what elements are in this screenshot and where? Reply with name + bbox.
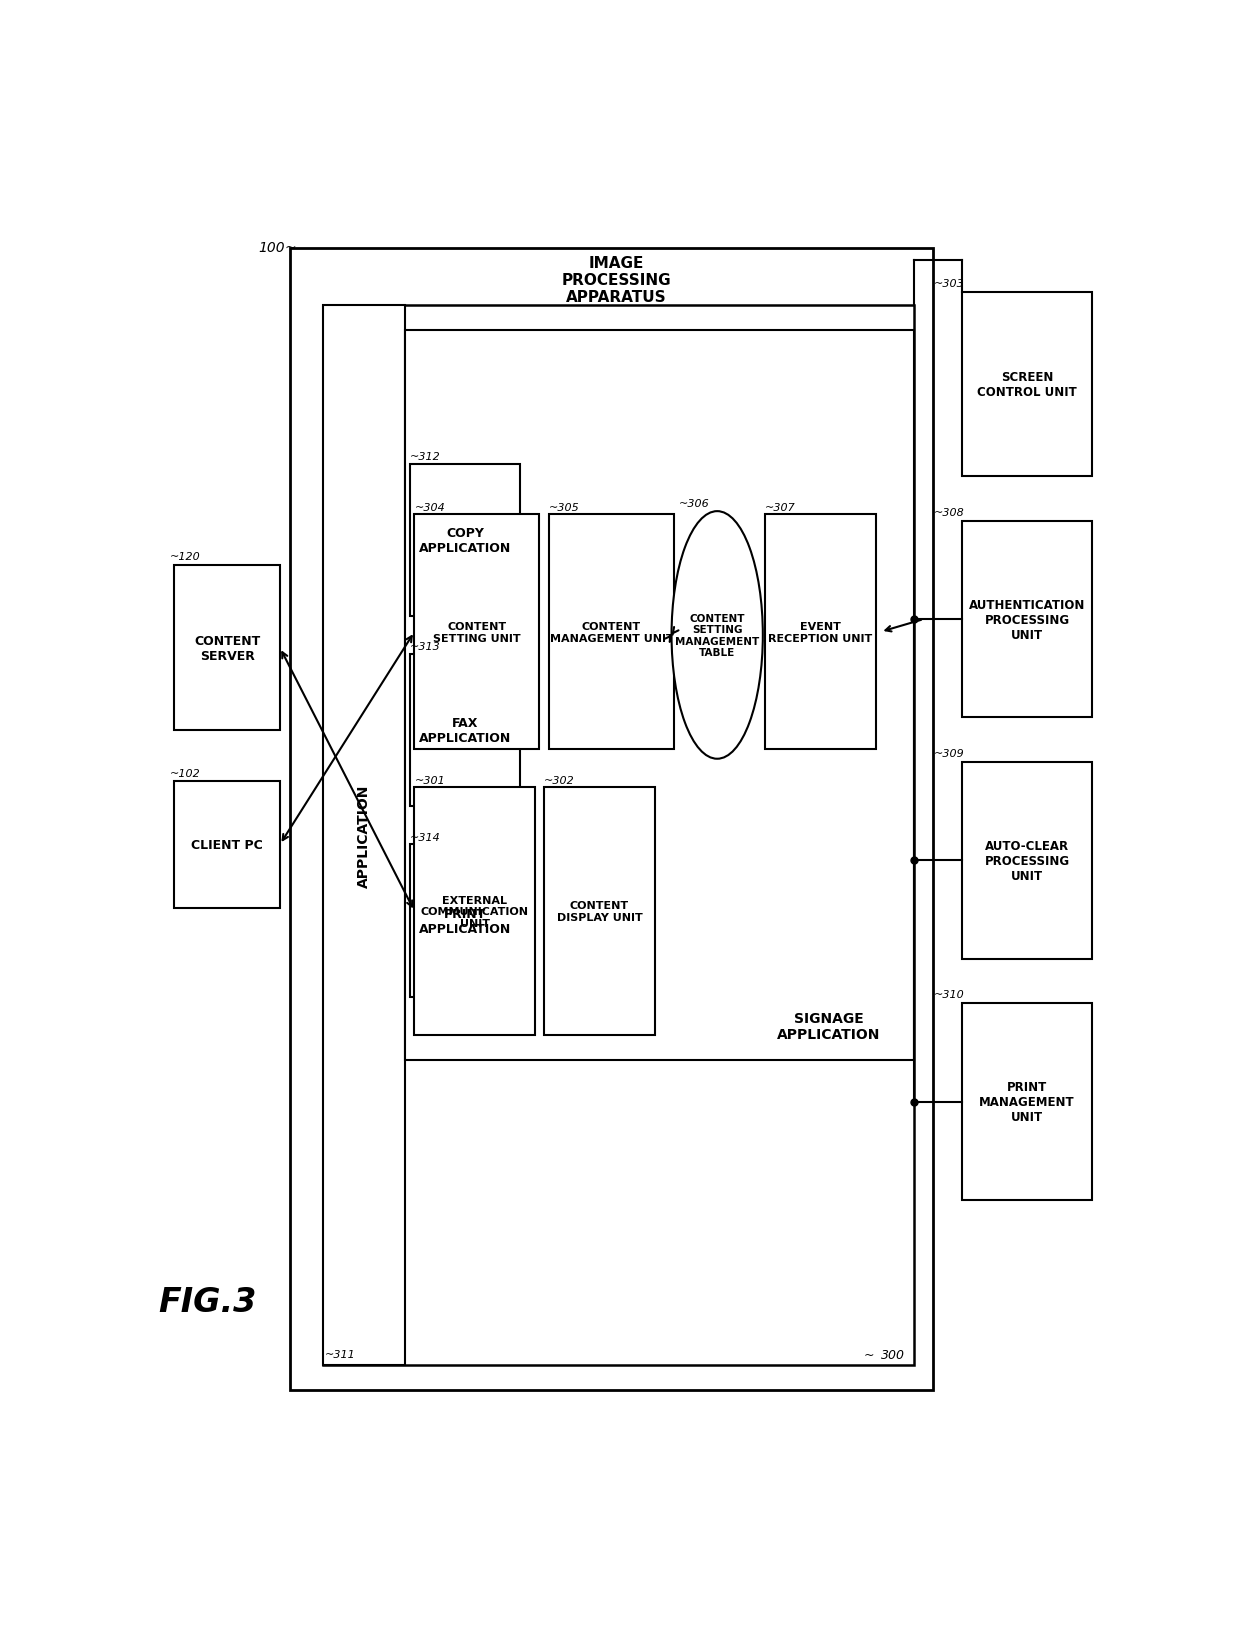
Text: ~120: ~120 bbox=[170, 552, 200, 562]
Text: AUTO-CLEAR
PROCESSING
UNIT: AUTO-CLEAR PROCESSING UNIT bbox=[985, 839, 1070, 882]
Text: ~304: ~304 bbox=[414, 503, 445, 513]
FancyBboxPatch shape bbox=[409, 465, 521, 616]
Text: ~311: ~311 bbox=[325, 1348, 356, 1360]
FancyBboxPatch shape bbox=[174, 565, 280, 730]
FancyBboxPatch shape bbox=[962, 763, 1092, 959]
Text: CONTENT
SERVER: CONTENT SERVER bbox=[193, 634, 260, 662]
Text: AUTHENTICATION
PROCESSING
UNIT: AUTHENTICATION PROCESSING UNIT bbox=[968, 598, 1085, 641]
Text: ~305: ~305 bbox=[549, 503, 580, 513]
Text: ~310: ~310 bbox=[934, 990, 965, 1000]
FancyBboxPatch shape bbox=[962, 293, 1092, 476]
Text: CLIENT PC: CLIENT PC bbox=[191, 839, 263, 852]
FancyBboxPatch shape bbox=[414, 514, 539, 750]
FancyBboxPatch shape bbox=[290, 249, 934, 1391]
Text: ~303: ~303 bbox=[934, 279, 965, 288]
Text: ~306: ~306 bbox=[678, 499, 709, 509]
Text: ~: ~ bbox=[285, 241, 296, 255]
Text: ~313: ~313 bbox=[409, 643, 440, 653]
FancyBboxPatch shape bbox=[324, 305, 914, 1365]
Text: CONTENT
DISPLAY UNIT: CONTENT DISPLAY UNIT bbox=[557, 901, 642, 923]
Text: ~309: ~309 bbox=[934, 748, 965, 758]
FancyBboxPatch shape bbox=[414, 788, 534, 1035]
Text: PRINT
APPLICATION: PRINT APPLICATION bbox=[419, 906, 511, 934]
Text: APPLICATION: APPLICATION bbox=[357, 784, 371, 887]
Text: PRINT
MANAGEMENT
UNIT: PRINT MANAGEMENT UNIT bbox=[980, 1081, 1075, 1124]
Text: IMAGE
PROCESSING
APPARATUS: IMAGE PROCESSING APPARATUS bbox=[562, 255, 671, 305]
Text: ~: ~ bbox=[863, 1348, 874, 1361]
Text: ~307: ~307 bbox=[765, 503, 796, 513]
Text: CONTENT
SETTING
MANAGEMENT
TABLE: CONTENT SETTING MANAGEMENT TABLE bbox=[675, 613, 759, 658]
Text: 100: 100 bbox=[258, 241, 285, 255]
Text: FIG.3: FIG.3 bbox=[159, 1285, 257, 1318]
FancyBboxPatch shape bbox=[544, 788, 655, 1035]
Text: CONTENT
MANAGEMENT UNIT: CONTENT MANAGEMENT UNIT bbox=[549, 621, 673, 643]
Text: SCREEN
CONTROL UNIT: SCREEN CONTROL UNIT bbox=[977, 371, 1078, 399]
Text: ~308: ~308 bbox=[934, 508, 965, 517]
FancyBboxPatch shape bbox=[174, 781, 280, 908]
Text: ~301: ~301 bbox=[414, 775, 445, 786]
FancyBboxPatch shape bbox=[765, 514, 875, 750]
FancyBboxPatch shape bbox=[324, 305, 404, 1365]
Text: ~302: ~302 bbox=[544, 775, 575, 786]
FancyBboxPatch shape bbox=[962, 1004, 1092, 1200]
Ellipse shape bbox=[672, 513, 763, 760]
Text: FAX
APPLICATION: FAX APPLICATION bbox=[419, 717, 511, 745]
Text: SIGNAGE
APPLICATION: SIGNAGE APPLICATION bbox=[777, 1012, 880, 1042]
Text: ~314: ~314 bbox=[409, 832, 440, 842]
Text: ~102: ~102 bbox=[170, 770, 200, 780]
FancyBboxPatch shape bbox=[404, 331, 914, 1061]
Text: COPY
APPLICATION: COPY APPLICATION bbox=[419, 526, 511, 554]
Text: EVENT
RECEPTION UNIT: EVENT RECEPTION UNIT bbox=[769, 621, 873, 643]
FancyBboxPatch shape bbox=[549, 514, 675, 750]
Text: ~312: ~312 bbox=[409, 452, 440, 461]
Text: 300: 300 bbox=[880, 1348, 904, 1361]
Text: EXTERNAL
COMMUNICATION
UNIT: EXTERNAL COMMUNICATION UNIT bbox=[420, 895, 528, 928]
FancyBboxPatch shape bbox=[409, 845, 521, 997]
FancyBboxPatch shape bbox=[962, 521, 1092, 719]
Text: CONTENT
SETTING UNIT: CONTENT SETTING UNIT bbox=[433, 621, 521, 643]
FancyBboxPatch shape bbox=[409, 654, 521, 808]
